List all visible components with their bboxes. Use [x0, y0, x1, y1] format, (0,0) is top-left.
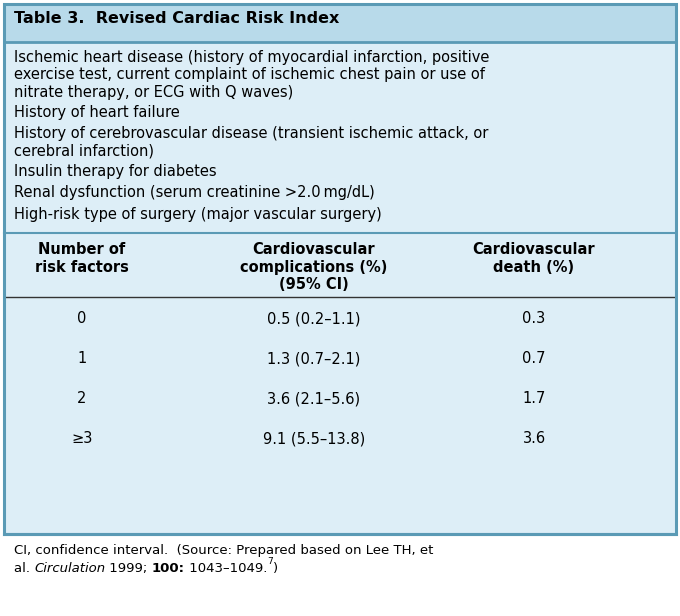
Bar: [4, 4, 676, 42]
Text: 1.3 (0.7–2.1): 1.3 (0.7–2.1): [267, 351, 360, 366]
Text: 1: 1: [78, 351, 86, 366]
Text: CI, confidence interval.  (Source: Prepared based on Lee TH, et: CI, confidence interval. (Source: Prepar…: [14, 544, 433, 557]
Bar: [4, 4, 676, 534]
Text: 1043–1049.: 1043–1049.: [185, 562, 267, 575]
Bar: [4, 4, 676, 534]
Text: 3.6: 3.6: [522, 431, 545, 446]
Text: 3.6 (2.1–5.6): 3.6 (2.1–5.6): [267, 391, 360, 406]
Text: 1999;: 1999;: [105, 562, 152, 575]
Text: 7: 7: [267, 557, 273, 566]
Text: Number of
risk factors: Number of risk factors: [35, 243, 129, 275]
Text: Circulation: Circulation: [34, 562, 105, 575]
Text: 2: 2: [78, 391, 86, 406]
Text: Cardiovascular
death (%): Cardiovascular death (%): [473, 243, 595, 275]
Text: Ischemic heart disease (history of myocardial infarction, positive
exercise test: Ischemic heart disease (history of myoca…: [14, 50, 490, 100]
Text: 100:: 100:: [152, 562, 185, 575]
Text: 1.7: 1.7: [522, 391, 545, 406]
Text: Cardiovascular
complications (%)
(95% CI): Cardiovascular complications (%) (95% CI…: [240, 243, 388, 293]
Text: 0: 0: [78, 311, 86, 326]
Text: 0.5 (0.2–1.1): 0.5 (0.2–1.1): [267, 311, 361, 326]
Text: Table 3.  Revised Cardiac Risk Index: Table 3. Revised Cardiac Risk Index: [14, 11, 339, 26]
Text: Renal dysfunction (serum creatinine >2.0 mg/dL): Renal dysfunction (serum creatinine >2.0…: [14, 185, 375, 200]
Text: History of heart failure: History of heart failure: [14, 105, 180, 120]
Text: ≥3: ≥3: [71, 431, 92, 446]
Text: Insulin therapy for diabetes: Insulin therapy for diabetes: [14, 164, 217, 179]
Text: al.: al.: [14, 562, 34, 575]
Text: ): ): [273, 562, 278, 575]
Text: 0.3: 0.3: [522, 311, 545, 326]
Text: History of cerebrovascular disease (transient ischemic attack, or
cerebral infar: History of cerebrovascular disease (tran…: [14, 126, 488, 158]
Text: 0.7: 0.7: [522, 351, 546, 366]
Text: High-risk type of surgery (major vascular surgery): High-risk type of surgery (major vascula…: [14, 207, 381, 222]
Text: 9.1 (5.5–13.8): 9.1 (5.5–13.8): [263, 431, 365, 446]
